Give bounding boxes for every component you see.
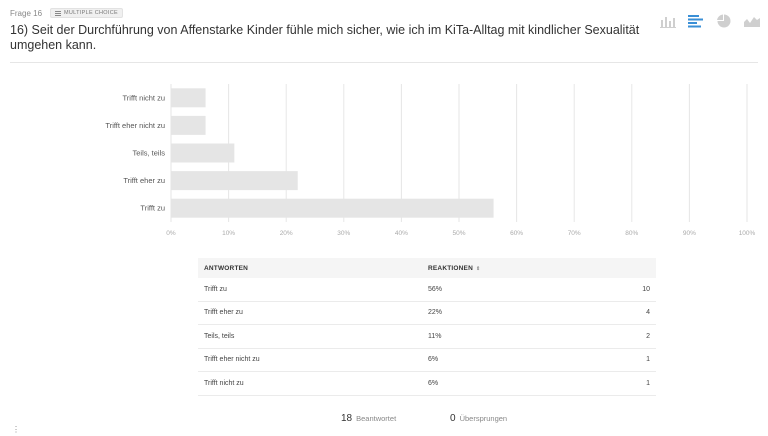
percent-cell: 22% [428, 309, 443, 317]
category-label: Trifft eher nicht zu [105, 121, 165, 130]
answer-cell: Teils, teils [204, 332, 235, 340]
x-tick-label: 100% [739, 230, 756, 237]
percent-cell: 56% [428, 285, 443, 293]
answer-cell: Trifft zu [204, 285, 227, 293]
table-header: ANTWORTEN REAKTIONEN ⇕ [198, 258, 656, 278]
bar[interactable] [171, 88, 206, 108]
answer-cell: Trifft eher nicht zu [204, 356, 260, 364]
x-tick-label: 80% [625, 230, 638, 237]
answers-table: ANTWORTEN REAKTIONEN ⇕ Trifft zu 56% 10 Trif… [198, 258, 656, 396]
table-row: Trifft nicht zu 6% 1 [198, 372, 656, 396]
x-tick-label: 40% [395, 230, 408, 237]
skipped-label: Übersprungen [459, 414, 508, 423]
table-row: Teils, teils 11% 2 [198, 325, 656, 349]
question-number: Frage 16 [10, 8, 43, 18]
x-tick-label: 20% [280, 230, 293, 237]
question-meta: Frage 16 MULTIPLE CHOICE [10, 8, 123, 18]
area-chart-icon[interactable] [744, 14, 760, 28]
bar[interactable] [171, 198, 494, 218]
x-tick-label: 0% [166, 230, 176, 237]
count-cell: 1 [646, 379, 650, 387]
bar-chart-icon[interactable] [688, 14, 704, 28]
bar[interactable] [171, 143, 235, 163]
table-row: Trifft eher zu 22% 4 [198, 302, 656, 325]
x-tick-label: 90% [683, 230, 696, 237]
answered-label: Beantwortet [356, 414, 397, 423]
pie-chart-icon[interactable] [716, 14, 732, 28]
table-row: Trifft eher nicht zu 6% 1 [198, 349, 656, 372]
count-cell: 1 [646, 356, 650, 364]
x-tick-label: 30% [337, 230, 350, 237]
x-tick-label: 50% [452, 230, 465, 237]
answered-summary: 18 Beantwortet [341, 413, 396, 424]
table-row: Trifft zu 56% 10 [198, 278, 656, 302]
percent-cell: 6% [428, 356, 439, 364]
category-label: Trifft nicht zu [122, 93, 165, 102]
answer-cell: Trifft eher zu [204, 309, 243, 317]
question-type-badge: MULTIPLE CHOICE [50, 8, 123, 18]
count-cell: 2 [646, 332, 650, 340]
skipped-summary: 0 Übersprungen [450, 413, 507, 424]
answers-column-header: ANTWORTEN [204, 264, 249, 272]
sort-icon[interactable]: ⇕ [475, 265, 481, 272]
x-tick-label: 10% [222, 230, 235, 237]
count-cell: 4 [646, 309, 650, 317]
chart-type-switcher [660, 14, 760, 28]
reactions-column-header[interactable]: REAKTIONEN ⇕ [428, 265, 618, 272]
skipped-count: 0 [450, 413, 456, 424]
header-divider [10, 62, 758, 63]
question-type-label: MULTIPLE CHOICE [64, 10, 118, 16]
count-cell: 10 [642, 285, 650, 293]
category-label: Trifft zu [140, 204, 165, 213]
x-tick-label: 70% [568, 230, 581, 237]
bar-chart: 0% 10% 20% 30% 40% 50% 60% 70% 80% 90% 100% Trifft … [105, 84, 756, 237]
percent-cell: 11% [428, 332, 442, 340]
list-icon [55, 10, 62, 16]
percent-cell: 6% [428, 379, 439, 387]
column-chart-icon[interactable] [660, 14, 676, 28]
answer-cell: Trifft nicht zu [204, 379, 244, 387]
category-label: Teils, teils [132, 149, 165, 158]
question-title: 16) Seit der Durchführung von Affenstark… [10, 23, 640, 52]
x-tick-label: 60% [510, 230, 523, 237]
more-options-icon[interactable]: ⋮ [12, 425, 20, 434]
answered-count: 18 [341, 413, 353, 424]
category-label: Trifft eher zu [123, 176, 165, 185]
bar[interactable] [171, 115, 206, 135]
bar[interactable] [171, 171, 298, 191]
table-body: Trifft zu 56% 10 Trifft eher zu 22% 4 Teils, t… [198, 278, 656, 396]
reactions-header-label: REAKTIONEN [428, 264, 473, 272]
